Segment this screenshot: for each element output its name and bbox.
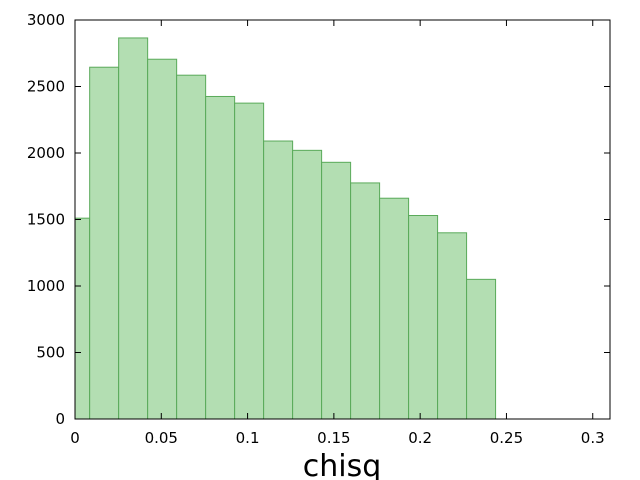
x-axis-label: chisq [303, 449, 382, 480]
histogram-bar [118, 37, 149, 420]
x-tick-label: 0.15 [317, 429, 350, 447]
histogram-bar [74, 217, 91, 420]
histogram-bar [437, 232, 468, 420]
y-tick-label: 2500 [27, 78, 65, 96]
histogram-bar [379, 197, 410, 420]
tick-labels-group: 0 0.05 0.1 0.15 0.2 0.25 0.3 0 500 1000 1500 2000 25… [27, 11, 605, 447]
histogram-bar [466, 278, 497, 420]
y-tick-label: 3000 [27, 11, 65, 29]
histogram-bar [205, 95, 236, 420]
x-tick-label: 0.3 [581, 429, 605, 447]
histogram-bar [292, 149, 323, 420]
histogram-bar [89, 66, 120, 420]
histogram-bar [234, 102, 265, 420]
bars-group [74, 37, 497, 420]
y-tick-label: 0 [55, 410, 65, 428]
y-tick-label: 1500 [27, 211, 65, 229]
y-tick-label: 2000 [27, 144, 65, 162]
x-tick-label: 0.2 [408, 429, 432, 447]
histogram-bar [321, 161, 352, 420]
histogram-bar [176, 74, 207, 420]
x-tick-label: 0.1 [236, 429, 260, 447]
x-tick-label: 0.25 [490, 429, 523, 447]
x-tick-label: 0.05 [145, 429, 178, 447]
histogram-bar [147, 58, 178, 420]
histogram-bar [408, 215, 439, 420]
histogram-bar [350, 182, 381, 420]
y-tick-label: 500 [36, 344, 65, 362]
y-tick-label: 1000 [27, 277, 65, 295]
ticks-group [74, 19, 610, 420]
x-tick-label: 0 [70, 429, 80, 447]
histogram-bar [263, 140, 294, 420]
